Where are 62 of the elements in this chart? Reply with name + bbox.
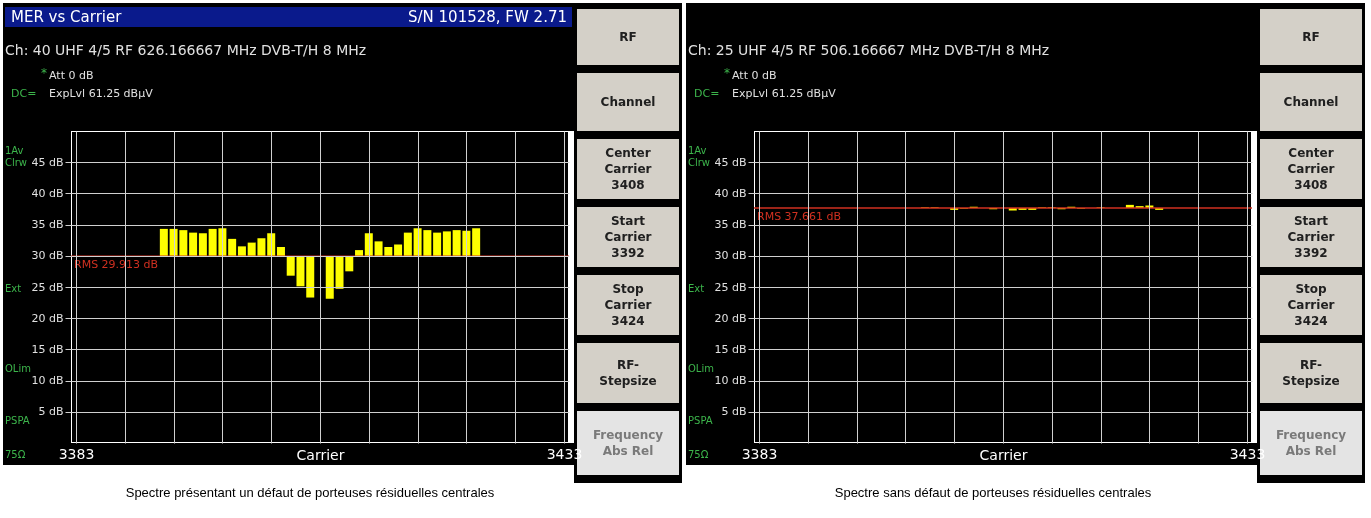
text: Att 0 dB bbox=[49, 69, 94, 82]
text: Stop Carrier 3424 bbox=[1287, 282, 1335, 328]
text: PSPA bbox=[688, 415, 713, 426]
text: Frequency Abs Rel bbox=[592, 428, 664, 458]
text: 1Av bbox=[5, 145, 24, 156]
text: Start Carrier 3392 bbox=[1287, 214, 1335, 260]
y-tick-label: 15 dB bbox=[714, 342, 747, 356]
text: * bbox=[724, 66, 730, 80]
chart-title: MER vs Carrier bbox=[11, 8, 123, 26]
y-tick-label: 25 dB bbox=[31, 280, 64, 294]
text: Ext bbox=[688, 283, 705, 294]
text: Att 0 dB bbox=[732, 69, 777, 82]
text: Spectre présentant un défaut de porteuses résiduelles centrales bbox=[125, 485, 495, 500]
x-axis-title: Carrier bbox=[296, 446, 345, 463]
y-tick-label: 40 dB bbox=[714, 186, 747, 200]
text: Center Carrier 3408 bbox=[1287, 146, 1335, 192]
text: 75Ω bbox=[5, 449, 26, 460]
text: PSPA bbox=[5, 415, 30, 426]
y-tick-label: 15 dB bbox=[31, 342, 64, 356]
y-tick-label: 10 dB bbox=[31, 374, 64, 388]
text: Frequency Abs Rel bbox=[1275, 428, 1347, 458]
text: Ch: 40 UHF 4/5 RF 626.166667 MHz DVB-T/H 8 MHz bbox=[5, 42, 367, 58]
y-tick-label: 5 dB bbox=[721, 405, 747, 419]
text: RF bbox=[1302, 30, 1320, 44]
text: ExpLvl 61.25 dBμV bbox=[49, 87, 154, 100]
text: 75Ω bbox=[688, 449, 709, 460]
y-tick-label: 20 dB bbox=[714, 311, 747, 325]
y-tick-label: 30 dB bbox=[31, 249, 64, 263]
text: Spectre sans défaut de porteuses résiduelles centrales bbox=[834, 485, 1152, 500]
text: Ext bbox=[5, 283, 22, 294]
text: DC= bbox=[694, 87, 720, 100]
text: Channel bbox=[600, 95, 656, 109]
text: * bbox=[41, 66, 47, 80]
y-tick-label: 30 dB bbox=[714, 249, 747, 263]
text: Channel bbox=[1283, 95, 1339, 109]
y-tick-label: 25 dB bbox=[714, 280, 747, 294]
y-tick-label: 10 dB bbox=[714, 374, 747, 388]
text: DC= bbox=[11, 87, 37, 100]
chart-subtitle: S/N 101528, FW 2.71 bbox=[408, 8, 567, 26]
text: OLim bbox=[5, 363, 31, 374]
x-tick-label: 3383 bbox=[58, 445, 95, 462]
text: RF- Stepsize bbox=[599, 358, 657, 388]
text: 1Av bbox=[688, 145, 707, 156]
x-axis-title: Carrier bbox=[979, 446, 1028, 463]
text: Center Carrier 3408 bbox=[604, 146, 652, 192]
y-tick-label: 45 dB bbox=[31, 155, 64, 169]
y-tick-label: 20 dB bbox=[31, 311, 64, 325]
y-tick-label: 35 dB bbox=[714, 218, 747, 232]
text: Clrw bbox=[5, 157, 28, 168]
text: RF bbox=[619, 30, 637, 44]
text: Ch: 25 UHF 4/5 RF 506.166667 MHz DVB-T/H 8 MHz bbox=[688, 42, 1050, 58]
x-tick-label: 3383 bbox=[741, 445, 778, 462]
text: Start Carrier 3392 bbox=[604, 214, 652, 260]
text: OLim bbox=[688, 363, 714, 374]
y-tick-label: 35 dB bbox=[31, 218, 64, 232]
text: ExpLvl 61.25 dBμV bbox=[732, 87, 837, 100]
y-tick-label: 40 dB bbox=[31, 186, 64, 200]
y-tick-label: 45 dB bbox=[714, 155, 747, 169]
y-tick-label: 5 dB bbox=[38, 405, 64, 419]
text: RF- Stepsize bbox=[1282, 358, 1340, 388]
text: Clrw bbox=[688, 157, 711, 168]
text: Stop Carrier 3424 bbox=[604, 282, 652, 328]
